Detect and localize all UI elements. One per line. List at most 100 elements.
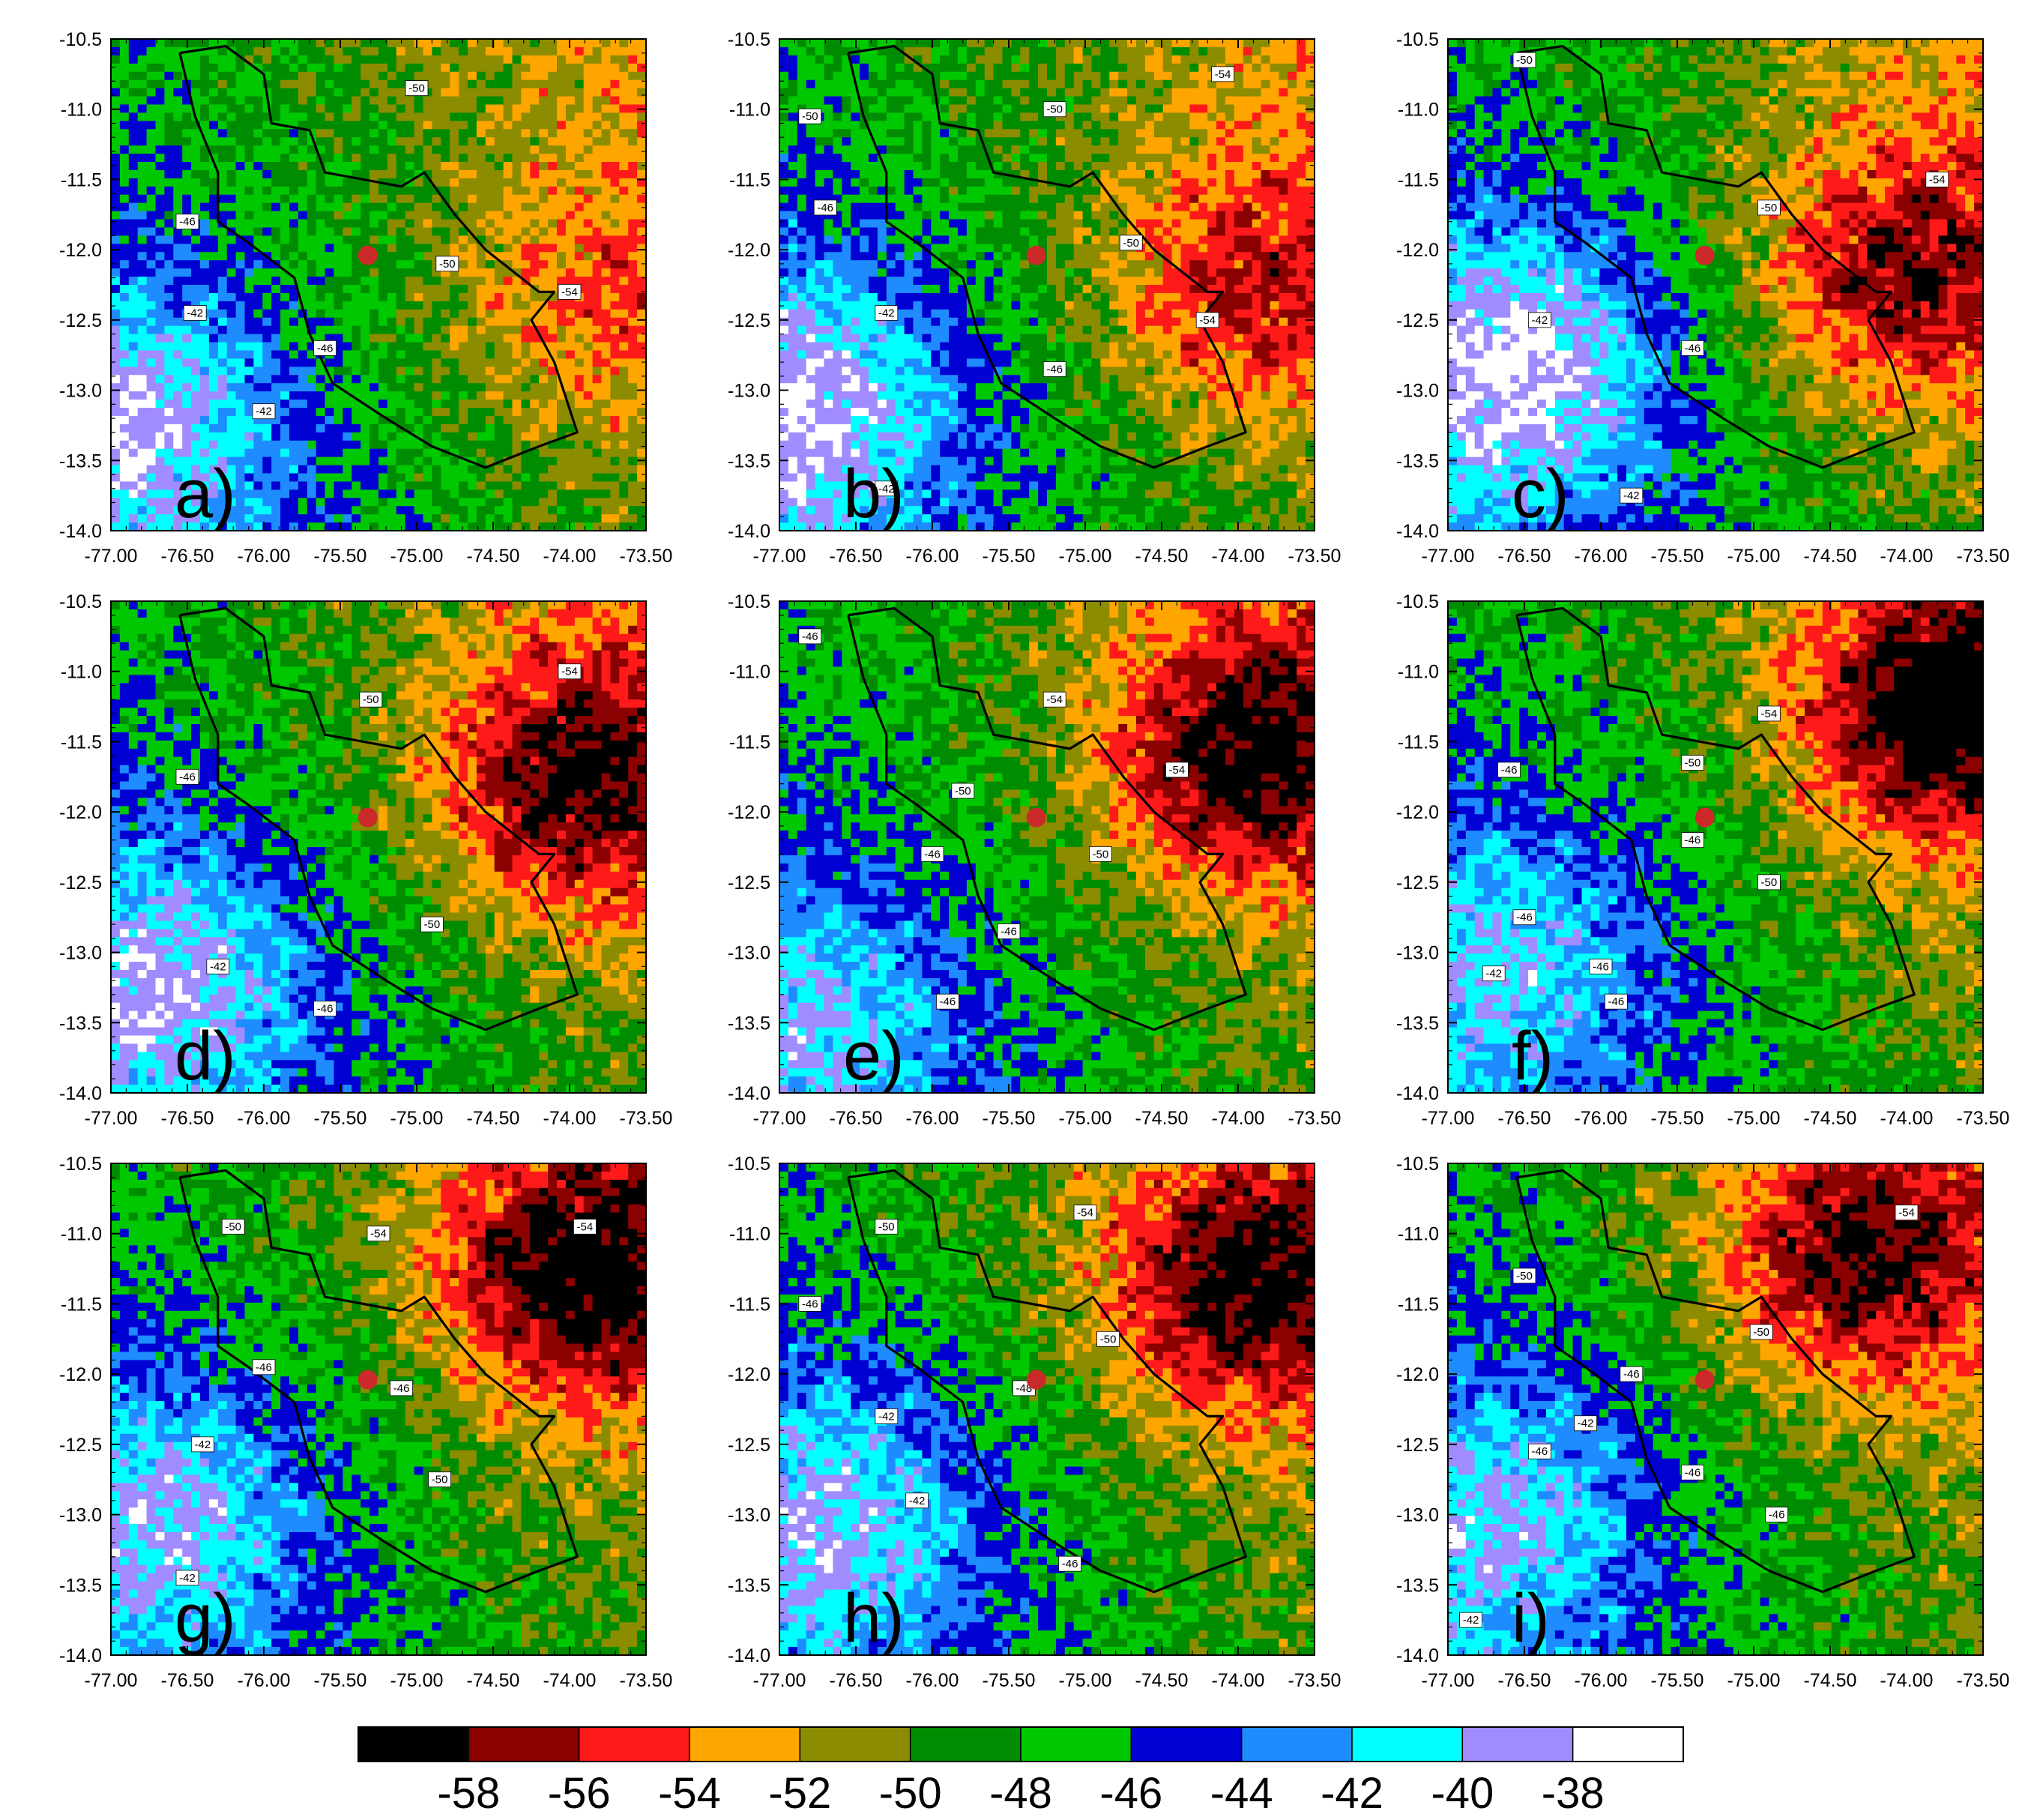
panel-b: -54 -50 -50 -46 -50 -42 -54 -46 -42 -77.00 -76.50 -… [728,29,1341,567]
x-tick-label: -74.50 [1804,1670,1857,1691]
colorbar-swatch [1572,1726,1684,1762]
contour-label: -54 [1211,66,1234,82]
contour-label-text: -46 [1062,1558,1078,1570]
y-tick-label: -12.0 [1396,1364,1439,1385]
colorbar-swatch [468,1726,580,1762]
y-tick-label: -14.0 [59,521,102,542]
contour-label: -46 [175,214,199,230]
colorbar-label: -58 [437,1769,500,1818]
y-tick-label: -11.0 [729,662,770,683]
y-tick-label: -14.0 [1396,1083,1439,1104]
y-tick-label: -10.5 [1396,1154,1439,1175]
contour-label-text: -42 [187,307,203,319]
axis-ticks [779,600,1315,1094]
contour-label-text: -54 [1761,708,1778,720]
panel-frame [110,1163,647,1656]
contour-label: -42 [1459,1612,1482,1628]
y-tick-label: -11.0 [1398,1224,1439,1245]
contour-label: -54 [1757,705,1781,722]
y-tick-label: -13.0 [1396,943,1439,964]
axis-ticks [1447,1163,1984,1656]
contour-label: -42 [875,1408,899,1424]
contour-label: -50 [420,916,444,932]
y-tick-label: -10.5 [59,29,102,50]
y-tick-label: -11.0 [1398,662,1439,683]
contour-label: -50 [359,691,383,708]
panel-label: i) [1512,1580,1550,1657]
contour-label: -54 [1042,691,1066,708]
x-tick-label: -76.00 [238,1108,291,1129]
colorbar-swatch [1351,1726,1464,1762]
colorbar-label: -54 [658,1769,721,1818]
contour-label: -42 [1620,487,1644,504]
x-tick-label: -75.00 [390,546,444,567]
contour-label: -42 [175,1570,199,1586]
contour-label: -42 [190,1436,214,1453]
contour-label-text: -46 [802,1298,818,1310]
contour-label-text: -54 [1215,68,1231,81]
x-tick-label: -74.00 [1880,1670,1934,1691]
panel-e: -46 -54 -54 -50 -46 -50 -46 -46 -77.00 -76.50 -76.… [728,591,1341,1129]
contour-label: -46 [936,993,959,1010]
y-tick-label: -14.0 [1396,1645,1439,1666]
panels: -50 -46 -50 -54 -42 -46 -42 -77.00 -76.50 -76.00 -… [59,29,2009,1691]
contour-label-text: -54 [1929,173,1946,186]
contour-label-text: -46 [317,342,334,355]
contour-label: -50 [1119,235,1143,251]
x-tick-label: -76.50 [1498,1670,1551,1691]
contour-label-text: -50 [408,82,425,95]
contour-label-text: -50 [225,1220,241,1233]
contour-label: -46 [1042,361,1066,377]
contour-label: -54 [1925,172,1949,187]
colorbar-label: -50 [879,1769,942,1818]
contour-label-text: -46 [817,202,833,214]
y-tick-label: -13.0 [728,1505,770,1526]
x-tick-label: -77.00 [85,546,138,567]
contour-label-text: -46 [1685,342,1701,355]
contour-label-text: -42 [878,1410,895,1423]
contour-label: -46 [813,199,837,216]
contour-label-text: -46 [1685,1466,1701,1479]
y-tick-label: -10.5 [59,1154,102,1175]
y-tick-label: -14.0 [59,1083,102,1104]
contour-label-text: -54 [1077,1207,1093,1220]
x-tick-label: -77.00 [753,1670,806,1691]
panel-a: -50 -46 -50 -54 -42 -46 -42 -77.00 -76.50 -76.00 -… [59,29,672,567]
y-tick-label: -12.5 [59,873,102,894]
contour-label-text: -50 [1046,103,1063,116]
temperature-field [779,39,1315,531]
contour-label-text: -46 [1769,1509,1785,1522]
contour-label: -42 [183,305,207,321]
contour-label: -50 [1757,199,1781,216]
contour-label: -50 [1680,755,1704,771]
basin-outline [847,1169,1247,1594]
contour-label-text: -42 [1463,1614,1479,1627]
contour-label: -54 [558,283,582,300]
x-tick-label: -75.00 [1727,546,1781,567]
y-tick-label: -13.0 [59,943,102,964]
y-tick-label: -14.0 [728,521,770,542]
basin-outline [1515,44,1916,469]
x-tick-label: -77.00 [753,1108,806,1129]
contour-label: -50 [428,1471,451,1488]
x-tick-label: -76.50 [161,1108,214,1129]
x-tick-label: -75.50 [983,1108,1036,1129]
y-tick-label: -10.5 [1396,29,1439,50]
contour-label-text: -54 [577,1220,594,1233]
contour-label-text: -46 [317,1003,334,1016]
contour-label-text: -46 [393,1382,410,1395]
basin-outline [1515,606,1916,1031]
contour-label: -42 [1482,965,1506,982]
x-tick-label: -75.00 [390,1108,444,1129]
panel-frame [779,1163,1315,1656]
contour-label-text: -46 [179,216,196,229]
x-tick-label: -74.50 [467,1670,520,1691]
x-tick-label: -75.00 [1059,1108,1112,1129]
x-tick-label: -75.00 [1727,1670,1781,1691]
colorbar-label: -46 [1099,1769,1162,1818]
y-tick-label: -12.5 [59,310,102,331]
contour-label: -50 [1757,874,1781,891]
contour-label: -54 [558,663,582,680]
colorbar-label: -48 [989,1769,1052,1818]
colorbar-label: -44 [1210,1769,1273,1818]
